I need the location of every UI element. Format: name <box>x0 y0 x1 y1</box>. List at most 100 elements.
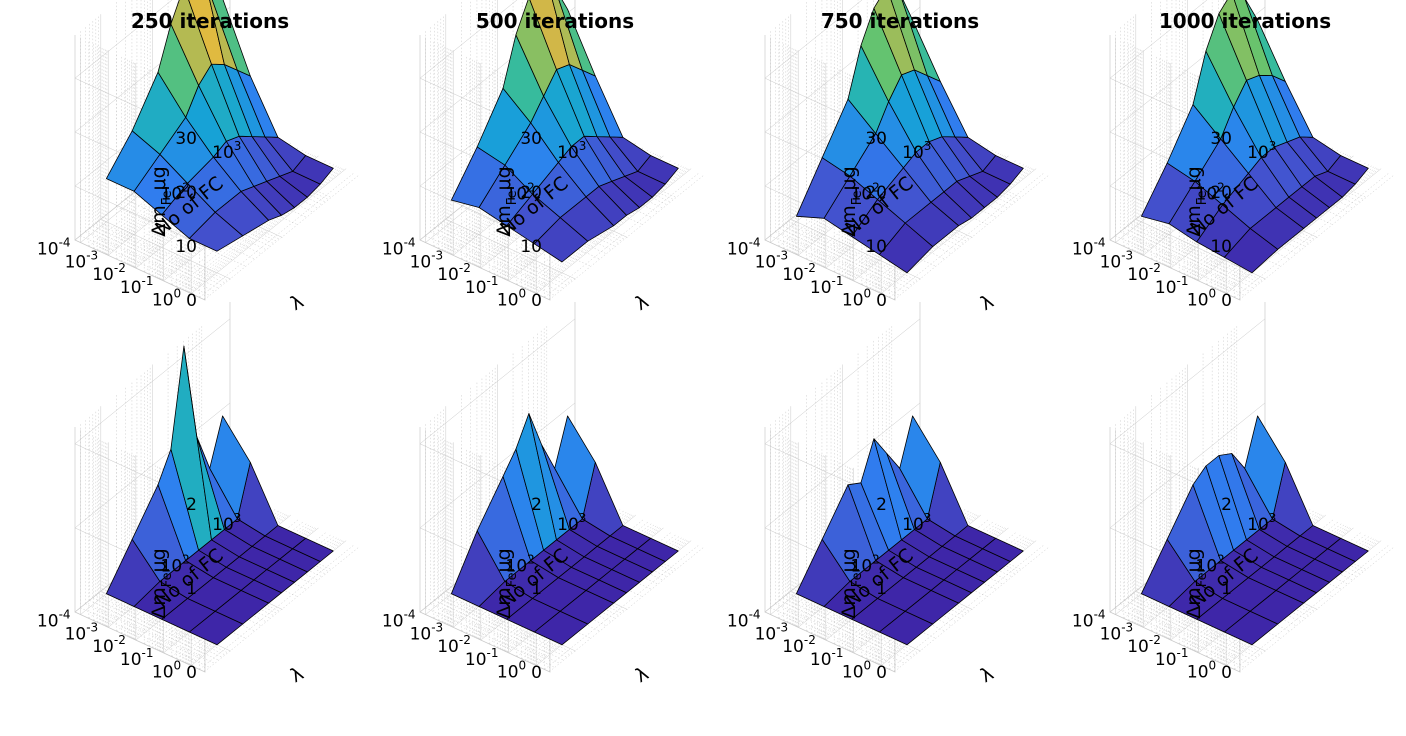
x-tick-label: 103 <box>212 511 241 535</box>
x-tick-label: 102 <box>851 181 880 205</box>
z-tick-label: 1 <box>531 579 542 599</box>
x-tick-label: 103 <box>1247 139 1276 163</box>
y-tick-label: 10-4 <box>727 608 761 632</box>
y-axis-label: λ <box>977 662 998 687</box>
y-tick-label: 10-1 <box>120 274 154 298</box>
y-tick-label: 10-2 <box>437 261 471 285</box>
x-tick-label: 103 <box>1247 511 1276 535</box>
surface-patch <box>211 0 251 77</box>
chart-panel: 750 iterations0102030ΔmFeμg10-410-310-21… <box>632 0 1050 315</box>
surface <box>106 0 334 252</box>
y-axis-label: λ <box>632 290 653 315</box>
y-tick-label: 100 <box>842 287 871 311</box>
y-tick-label: 10-3 <box>65 620 99 644</box>
z-tick-label: 30 <box>520 129 542 149</box>
z-axis-label: ΔmFeμg <box>838 166 865 236</box>
y-tick-label: 10-2 <box>1127 261 1161 285</box>
z-tick-label: 0 <box>876 663 887 683</box>
surface-patch <box>1244 0 1286 82</box>
y-tick-label: 10-2 <box>92 261 126 285</box>
surface-patch <box>558 0 596 77</box>
z-axis-label: ΔmFeμg <box>493 548 520 618</box>
z-tick-label: 0 <box>876 291 887 311</box>
y-tick-label: 10-3 <box>1100 248 1134 272</box>
y-tick-label: 10-4 <box>37 608 71 632</box>
z-tick-label: 1 <box>1221 579 1232 599</box>
x-tick-label: 102 <box>161 553 190 577</box>
z-tick-label: 0 <box>531 291 542 311</box>
surface <box>796 415 1024 646</box>
x-tick-label: 102 <box>506 181 535 205</box>
z-tick-label: 20 <box>175 183 197 203</box>
chart-title: 250 iterations <box>131 9 289 33</box>
z-tick-label: 30 <box>865 129 887 149</box>
x-tick-label: 102 <box>506 553 535 577</box>
z-tick-label: 30 <box>1210 129 1232 149</box>
y-tick-label: 10-3 <box>410 620 444 644</box>
y-tick-label: 10-3 <box>410 248 444 272</box>
surface <box>451 413 679 646</box>
y-tick-label: 100 <box>152 287 181 311</box>
z-axis-label: ΔmFeμg <box>1183 166 1210 236</box>
surface <box>1141 0 1369 274</box>
y-tick-label: 100 <box>1187 659 1216 683</box>
y-tick-label: 10-2 <box>782 261 816 285</box>
z-tick-label: 20 <box>865 183 887 203</box>
y-tick-label: 10-2 <box>1127 633 1161 657</box>
z-tick-label: 0 <box>186 291 197 311</box>
z-tick-label: 20 <box>1210 183 1232 203</box>
y-tick-label: 10-4 <box>1072 608 1106 632</box>
z-tick-label: 20 <box>520 183 542 203</box>
x-tick-label: 103 <box>902 511 931 535</box>
z-tick-label: 2 <box>531 495 542 515</box>
chart-panel: 500 iterations0102030ΔmFeμg10-410-310-21… <box>287 0 705 315</box>
y-tick-label: 10-2 <box>782 633 816 657</box>
surface-patch <box>209 415 251 520</box>
y-tick-label: 10-3 <box>1100 620 1134 644</box>
z-axis-label: ΔmFeμg <box>1183 548 1210 618</box>
z-tick-label: 0 <box>1221 663 1232 683</box>
surface-patch <box>901 0 941 82</box>
y-tick-label: 100 <box>842 659 871 683</box>
surface <box>796 0 1024 274</box>
y-tick-label: 10-1 <box>1155 646 1189 670</box>
x-tick-label: 103 <box>557 139 586 163</box>
z-tick-label: 10 <box>175 237 197 257</box>
y-tick-label: 10-4 <box>727 236 761 260</box>
y-tick-label: 10-4 <box>382 236 416 260</box>
z-tick-label: 2 <box>1221 495 1232 515</box>
surface-patch <box>1244 415 1286 520</box>
z-tick-label: 10 <box>520 237 542 257</box>
z-tick-label: 2 <box>186 495 197 515</box>
x-tick-label: 103 <box>212 139 241 163</box>
y-tick-label: 10-2 <box>437 633 471 657</box>
chart-title: 1000 iterations <box>1159 9 1331 33</box>
z-tick-label: 2 <box>876 495 887 515</box>
surface <box>1141 415 1369 646</box>
y-tick-label: 10-1 <box>120 646 154 670</box>
y-tick-label: 10-3 <box>755 620 789 644</box>
x-tick-label: 102 <box>1196 181 1225 205</box>
y-tick-label: 10-4 <box>37 236 71 260</box>
z-axis-label: ΔmFeμg <box>148 548 175 618</box>
y-tick-label: 10-4 <box>382 608 416 632</box>
x-tick-label: 102 <box>1196 553 1225 577</box>
y-axis-label: λ <box>632 662 653 687</box>
x-tick-label: 103 <box>557 511 586 535</box>
surface-patch <box>899 415 941 520</box>
surface <box>106 345 334 646</box>
z-tick-label: 0 <box>186 663 197 683</box>
y-tick-label: 10-1 <box>465 646 499 670</box>
y-tick-label: 10-3 <box>755 248 789 272</box>
y-tick-label: 100 <box>497 287 526 311</box>
y-tick-label: 10-3 <box>65 248 99 272</box>
surface-patch <box>554 415 596 520</box>
y-tick-label: 100 <box>497 659 526 683</box>
y-axis-label: λ <box>977 290 998 315</box>
z-axis-label: ΔmFeμg <box>838 548 865 618</box>
z-axis-label: ΔmFeμg <box>493 166 520 236</box>
chart-panel: 250 iterations0102030ΔmFeμg10-410-310-21… <box>37 0 360 311</box>
